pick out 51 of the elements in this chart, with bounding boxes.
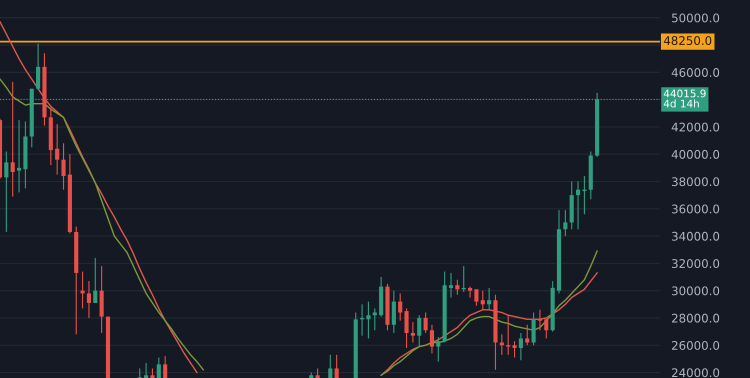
candlestick [525, 324, 530, 346]
y-tick-label: 34000.0 [672, 232, 720, 241]
candlestick [61, 142, 66, 190]
y-tick-label: 40000.0 [672, 150, 720, 159]
candlestick [156, 356, 161, 378]
y-tick-label: 42000.0 [672, 122, 720, 132]
y-tick-label: 30000.0 [672, 286, 720, 296]
y-tick-label: 24000.0 [672, 368, 720, 378]
candlestick [576, 180, 580, 230]
candlestick [455, 279, 460, 296]
candlestick [512, 340, 517, 358]
candlestick [448, 272, 454, 298]
candlestick [392, 290, 396, 334]
candlestick [474, 288, 478, 306]
candlestick [10, 81, 15, 198]
candlestick [398, 292, 402, 322]
candlestick [480, 290, 485, 310]
candlestick [328, 354, 332, 378]
candlestick [582, 175, 586, 215]
candlestick [36, 43, 40, 91]
candlestick [163, 356, 168, 378]
candlestick [487, 287, 492, 310]
candlestick [518, 332, 523, 361]
candlestick [80, 271, 85, 309]
y-tick-label: 36000.0 [672, 204, 720, 214]
candlestick [366, 301, 370, 339]
candlestick [334, 354, 339, 378]
candlestick [532, 312, 536, 346]
candlestick [404, 308, 409, 349]
candlestick [360, 304, 364, 336]
ref-line-label: 48250.0 [664, 36, 712, 46]
candlestick [563, 210, 568, 237]
candlestick [506, 314, 510, 356]
ref-line-label: 44015.9 4d 14h [664, 90, 706, 108]
candlestick [462, 266, 466, 293]
candlestick [436, 336, 440, 362]
candlestick [86, 280, 91, 319]
candlestick [430, 324, 434, 354]
y-tick-label: 28000.0 [672, 314, 720, 323]
y-tick-label: 38000.0 [672, 177, 720, 186]
y-tick-label: 32000.0 [672, 259, 720, 268]
candlestick [4, 150, 8, 233]
y-tick-label: 26000.0 [672, 340, 720, 350]
candlestick [93, 257, 98, 304]
candlestick [372, 308, 377, 331]
candlestick [424, 312, 428, 334]
candlestick [55, 124, 60, 176]
candlestick [544, 318, 548, 339]
y-tick-label: 50000.0 [672, 13, 720, 22]
candlestick [417, 314, 422, 348]
y-tick-label: 46000.0 [672, 68, 720, 77]
